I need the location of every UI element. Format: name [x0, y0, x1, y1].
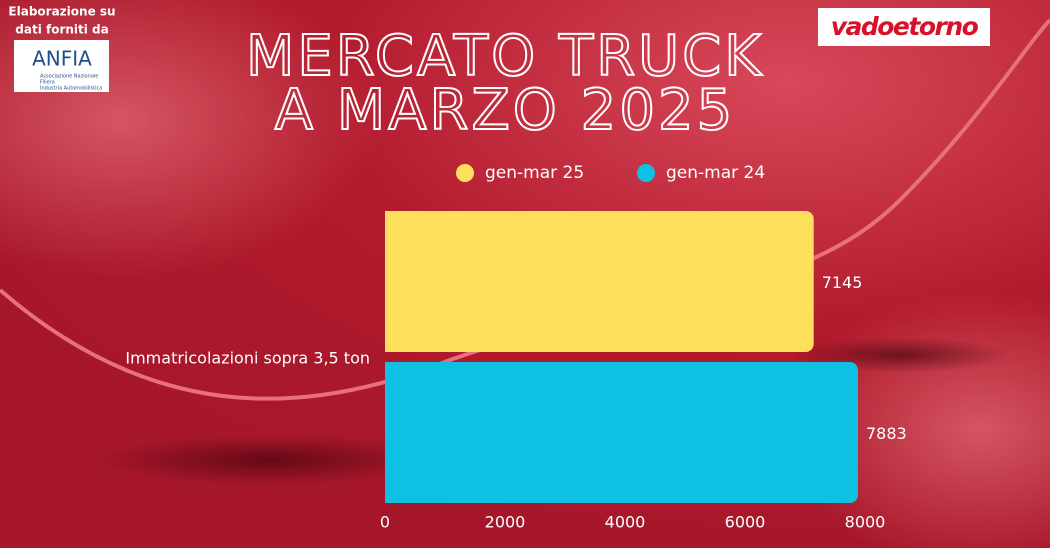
- x-tick-label: 2000: [485, 513, 526, 532]
- x-tick-label: 6000: [725, 513, 766, 532]
- legend-swatch: [456, 164, 474, 182]
- chart-title: A MARZO 2025: [275, 78, 735, 143]
- x-tick-label: 0: [380, 513, 390, 532]
- bar: [385, 211, 814, 352]
- y-tick-label: Immatricolazioni sopra 3,5 ton: [125, 349, 370, 368]
- value-label: 7145: [822, 273, 863, 292]
- logo-subtitle: Associazione Nazionale: [40, 74, 98, 80]
- source-note: dati forniti da: [15, 23, 108, 37]
- chart-title: MERCATO TRUCK: [246, 24, 764, 89]
- x-tick-label: 4000: [605, 513, 646, 532]
- legend-swatch: [637, 164, 655, 182]
- legend-label: gen-mar 24: [666, 163, 765, 183]
- logo-name: ANFIA: [32, 47, 92, 71]
- logo-subtitle: Industria Automobilistica: [40, 86, 102, 92]
- logo-box: [14, 40, 109, 92]
- brand-box: [818, 8, 990, 46]
- value-label: 7883: [866, 424, 907, 443]
- x-tick-label: 8000: [845, 513, 886, 532]
- brand: vadoetorno: [831, 12, 979, 41]
- source-note: Elaborazione su: [8, 5, 115, 19]
- logo-subtitle: Filiera: [40, 80, 55, 86]
- bg-shadow: [100, 435, 440, 485]
- bar: [384, 362, 858, 503]
- legend-label: gen-mar 25: [485, 163, 584, 183]
